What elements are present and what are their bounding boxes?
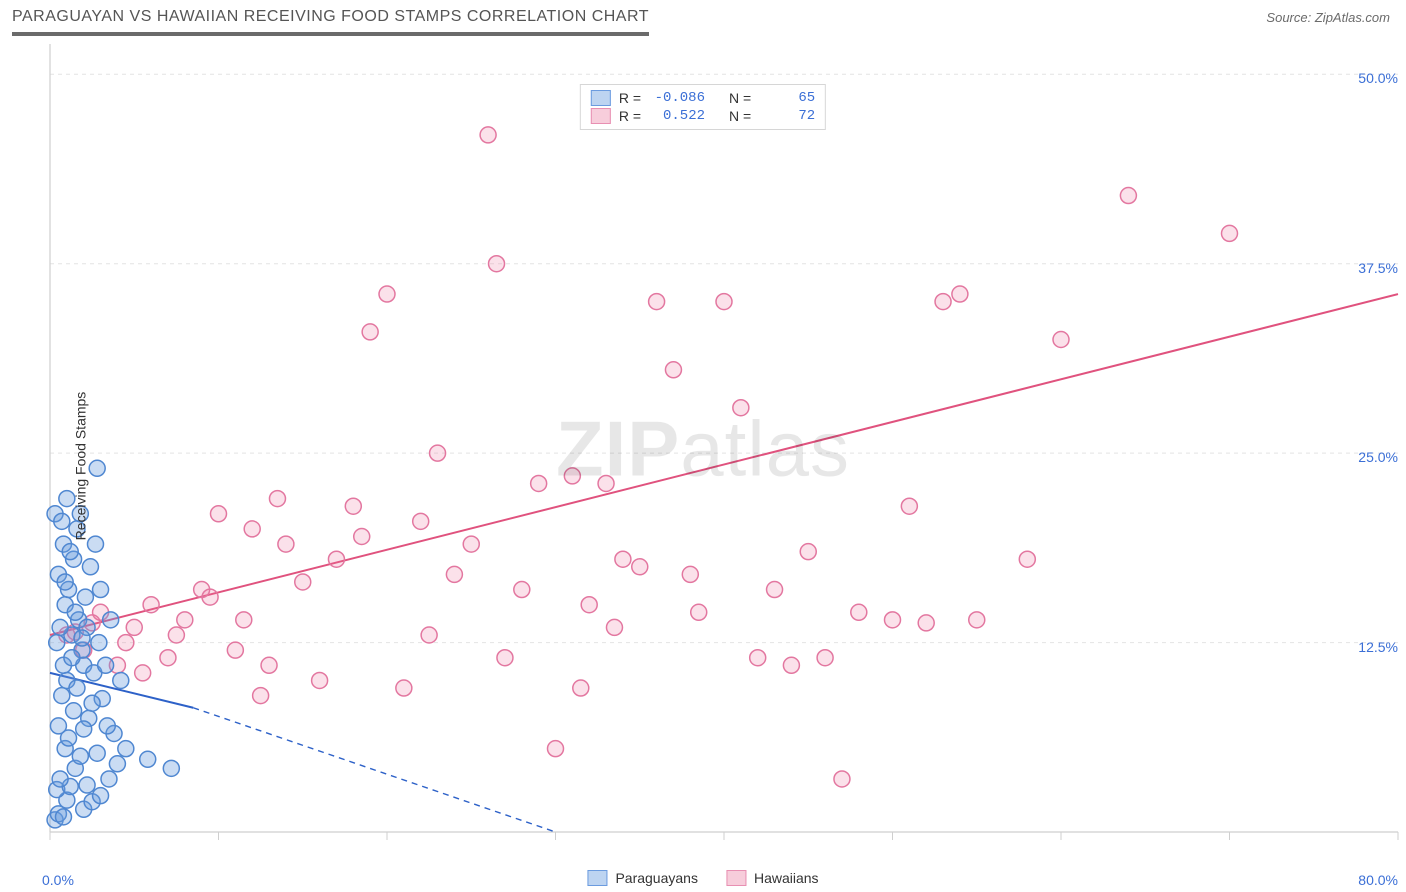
legend-row-hawaiians: R = 0.522 N = 72: [591, 107, 815, 125]
swatch-paraguayans: [587, 870, 607, 886]
legend-label-paraguayans: Paraguayans: [615, 870, 698, 886]
n-value-hawaiians: 72: [759, 108, 815, 124]
r-label: R =: [619, 108, 641, 124]
legend-item-hawaiians: Hawaiians: [726, 870, 819, 886]
r-value-paraguayans: -0.086: [649, 90, 705, 106]
y-tick-label-2: 37.5%: [1358, 260, 1398, 276]
n-value-paraguayans: 65: [759, 90, 815, 106]
n-label: N =: [729, 108, 751, 124]
y-tick-label-1: 25.0%: [1358, 449, 1398, 465]
chart-area: Receiving Food Stamps ZIPatlas R = -0.08…: [0, 40, 1406, 892]
n-label: N =: [729, 90, 751, 106]
legend-label-hawaiians: Hawaiians: [754, 870, 819, 886]
legend-item-paraguayans: Paraguayans: [587, 870, 698, 886]
r-value-hawaiians: 0.522: [649, 108, 705, 124]
x-axis-max-label: 80.0%: [1358, 872, 1398, 888]
swatch-hawaiians: [726, 870, 746, 886]
scatter-chart-svg: [0, 40, 1406, 892]
correlation-legend: R = -0.086 N = 65 R = 0.522 N = 72: [580, 84, 826, 130]
source-label: Source:: [1266, 10, 1311, 25]
swatch-paraguayans: [591, 90, 611, 106]
series-legend: Paraguayans Hawaiians: [587, 870, 818, 886]
y-tick-label-3: 50.0%: [1358, 70, 1398, 86]
source-name: ZipAtlas.com: [1315, 10, 1390, 25]
swatch-hawaiians: [591, 108, 611, 124]
y-tick-label-0: 12.5%: [1358, 639, 1398, 655]
chart-title: PARAGUAYAN VS HAWAIIAN RECEIVING FOOD ST…: [12, 8, 649, 36]
x-axis-min-label: 0.0%: [42, 872, 74, 888]
r-label: R =: [619, 90, 641, 106]
header-bar: PARAGUAYAN VS HAWAIIAN RECEIVING FOOD ST…: [0, 0, 1406, 40]
legend-row-paraguayans: R = -0.086 N = 65: [591, 89, 815, 107]
source-credit: Source: ZipAtlas.com: [1266, 10, 1390, 25]
y-axis-label: Receiving Food Stamps: [72, 392, 88, 541]
